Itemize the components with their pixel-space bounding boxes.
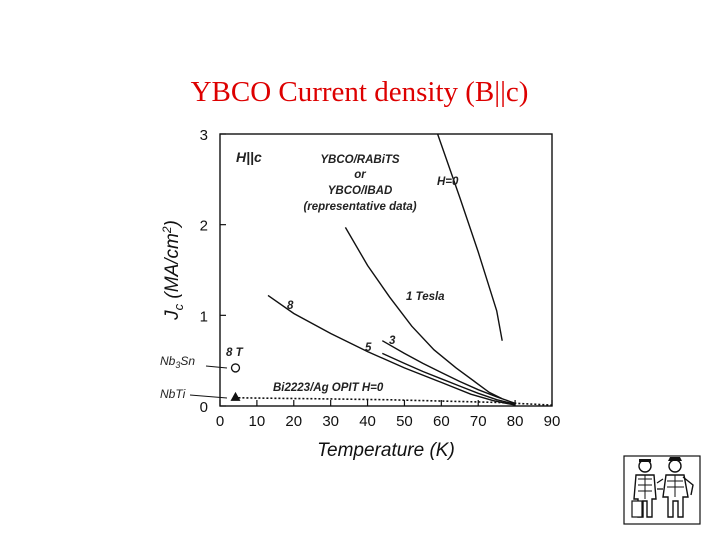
x-tick-label: 70 — [470, 413, 487, 430]
y-axis-title-main: J — [162, 310, 183, 321]
y-axis-title-end: ) — [162, 220, 183, 228]
x-tick-label: 60 — [433, 413, 450, 430]
y-axis-title-sup: 2 — [160, 226, 174, 234]
x-tick-label: 10 — [249, 413, 266, 430]
leader-nbti — [189, 394, 228, 399]
y-axis-title-rest: (MA/cm — [162, 233, 183, 304]
annotation-ybco-line1: YBCO/RABiTS — [320, 154, 400, 166]
series-line-0 — [436, 133, 503, 341]
y-tick-label: 3 — [200, 127, 208, 144]
x-tick-label: 40 — [359, 413, 376, 430]
x-tick-label: 80 — [507, 413, 524, 430]
leader-nb3sn — [205, 365, 228, 369]
axis-tick-labels: 0 10 20 30 40 50 60 70 80 90 0 1 2 3 — [200, 127, 561, 430]
series-line-2 — [267, 294, 516, 406]
label-8t: 8 T — [226, 347, 244, 359]
label-h0: H=0 — [437, 176, 459, 188]
annotation-ybco-line3: YBCO/IBAD — [328, 185, 393, 197]
label-8: 8 — [287, 300, 294, 312]
x-axis-title: Temperature (K) — [317, 440, 455, 461]
y-axis-title: Jc (MA/cm2) — [160, 220, 186, 321]
label-nb3sn-main: Nb — [160, 354, 176, 368]
label-nb3sn-sub: 3 — [175, 360, 180, 370]
label-1-tesla: 1 Tesla — [406, 291, 445, 303]
x-tick-label: 90 — [544, 413, 561, 430]
label-bi2223: Bi2223/Ag OPIT H=0 — [273, 382, 384, 394]
plot-frame — [219, 133, 553, 407]
two-figures-logo-icon — [623, 455, 701, 525]
x-tick-label: 50 — [396, 413, 413, 430]
marker-nb3sn — [230, 363, 241, 373]
x-tick-label: 30 — [322, 413, 339, 430]
annotation-ybco-line2: or — [354, 169, 366, 181]
label-nb3sn-end: Sn — [180, 354, 195, 368]
series-line-5 — [238, 397, 553, 406]
label-5: 5 — [365, 342, 372, 354]
x-tick-label: 20 — [285, 413, 302, 430]
data-markers — [230, 363, 241, 401]
series-line-4 — [381, 340, 516, 404]
y-tick-label: 2 — [200, 218, 208, 235]
y-tick-label: 0 — [200, 399, 208, 416]
annotation-ybco-line4: (representative data) — [303, 201, 416, 213]
y-tick-label: 1 — [200, 308, 208, 325]
data-curves — [238, 133, 553, 406]
x-tick-label: 0 — [216, 413, 224, 430]
slide-title: YBCO Current density (B||c) — [190, 76, 529, 108]
label-3: 3 — [389, 335, 396, 347]
axis-ticks — [219, 133, 553, 407]
label-nbti: NbTi — [160, 387, 186, 401]
series-line-1 — [344, 227, 503, 400]
label-nb3sn: Nb3Sn — [160, 354, 195, 370]
annotation-field-orientation: H||c — [236, 149, 262, 165]
series-line-3 — [382, 352, 516, 405]
y-axis-title-sub: c — [171, 303, 186, 310]
marker-nbti — [230, 391, 241, 401]
